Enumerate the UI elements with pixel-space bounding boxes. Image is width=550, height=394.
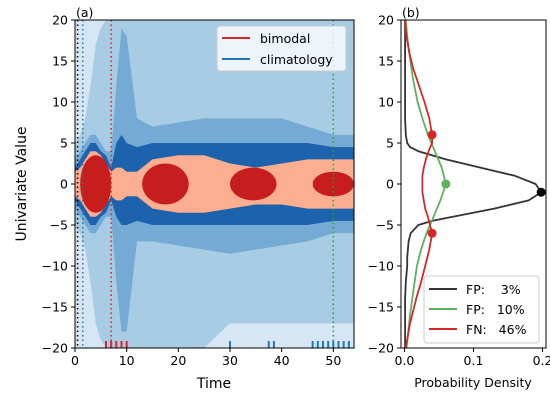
density-series-0 <box>404 20 543 348</box>
x-tick-label-a: 20 <box>170 353 186 368</box>
y-tick-label-a: −20 <box>42 341 68 356</box>
density-curves <box>404 20 543 348</box>
y-axis-a: −20 −15 −10 −5 0 5 10 15 20 <box>42 13 75 356</box>
legend-label-climatology: climatology <box>260 52 333 67</box>
bimodal-bands <box>75 151 354 217</box>
y-tick-label-a: 0 <box>60 177 68 192</box>
density-markers <box>427 130 546 238</box>
y-tick-label-b: 20 <box>378 13 394 28</box>
y-tick-label-b: −20 <box>368 341 394 356</box>
legend-label-fp3: FP: 3% <box>466 282 521 297</box>
y-tick-label-b: 15 <box>378 54 394 69</box>
bimodal-band-0 <box>75 151 354 217</box>
x-axis-b: 0.0 0.1 0.2 <box>395 348 550 368</box>
x-axis-a: 0 10 20 30 40 50 <box>71 348 341 368</box>
y-tick-label-a: 10 <box>52 95 68 110</box>
bimodal-core-3 <box>312 171 354 197</box>
bimodal-core-0 <box>80 155 112 213</box>
y-tick-label-a: 20 <box>52 13 68 28</box>
density-marker-1-0 <box>441 179 451 189</box>
legend-label-fn46: FN: 46% <box>466 322 527 337</box>
x-tick-label-b: 0.2 <box>533 353 550 368</box>
legend-label-fp10: FP: 10% <box>466 302 525 317</box>
vertical-reference-lines <box>76 20 335 348</box>
x-axis-title-b: Probability Density <box>414 375 532 390</box>
panel-b: 0.0 0.1 0.2 −20 −15 −10 −5 0 5 10 15 20 (b) Probab… <box>368 5 550 390</box>
y-tick-label-b: −5 <box>376 218 394 233</box>
panel-label-a: (a) <box>76 5 93 20</box>
x-tick-label-a: 0 <box>71 353 79 368</box>
x-tick-label-a: 50 <box>325 353 341 368</box>
x-tick-label-b: 0.1 <box>464 353 484 368</box>
legend-label-bimodal: bimodal <box>260 31 310 46</box>
legend-box-b <box>423 275 540 344</box>
y-tick-label-a: −5 <box>50 218 68 233</box>
legend-b: FP: 3% FP: 10% FN: 46% <box>423 275 540 344</box>
bimodal-core-1 <box>142 163 189 205</box>
y-axis-b: −20 −15 −10 −5 0 5 10 15 20 <box>368 13 401 356</box>
y-tick-label-b: 10 <box>378 95 394 110</box>
x-tick-label-b: 0.0 <box>395 353 415 368</box>
density-marker-2-1 <box>427 130 437 140</box>
panel-a: 0 10 20 30 40 50 −20 −15 −10 −5 0 5 10 15 20 (a) Time… <box>14 5 355 392</box>
y-tick-label-b: −15 <box>368 300 394 315</box>
density-marker-0-0 <box>536 187 546 197</box>
legend-a: bimodal climatology <box>216 25 347 72</box>
density-series-2 <box>404 20 433 348</box>
bimodal-core-2 <box>230 167 277 201</box>
y-tick-label-b: 0 <box>386 177 394 192</box>
y-tick-label-b: 5 <box>386 136 394 151</box>
x-tick-label-a: 30 <box>222 353 238 368</box>
x-tick-label-a: 10 <box>119 353 135 368</box>
y-axis-title-a: Univariate Value <box>14 126 30 241</box>
density-marker-2-0 <box>427 228 437 238</box>
x-tick-label-a: 40 <box>274 353 290 368</box>
x-axis-title-a: Time <box>196 376 231 392</box>
y-tick-label-b: −10 <box>368 259 394 274</box>
y-tick-label-a: 5 <box>60 136 68 151</box>
event-rug <box>105 341 350 348</box>
y-tick-label-a: −15 <box>42 300 68 315</box>
density-series-1 <box>404 20 447 348</box>
panel-label-b: (b) <box>402 5 420 20</box>
y-tick-label-a: 15 <box>52 54 68 69</box>
y-tick-label-a: −10 <box>42 259 68 274</box>
